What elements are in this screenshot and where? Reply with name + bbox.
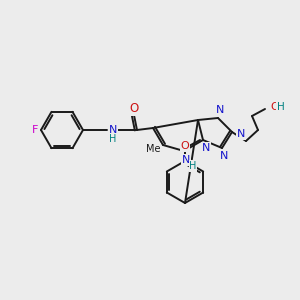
Text: N: N	[202, 143, 210, 153]
Text: N: N	[182, 155, 190, 165]
Text: H: H	[277, 102, 285, 112]
Text: N: N	[237, 129, 245, 139]
Text: H: H	[109, 134, 117, 144]
Text: N: N	[216, 105, 224, 115]
Text: O: O	[181, 141, 189, 151]
Text: O: O	[270, 102, 279, 112]
Text: O: O	[129, 103, 139, 116]
Text: Me: Me	[146, 144, 160, 154]
Text: N: N	[220, 151, 228, 161]
Text: H: H	[189, 161, 197, 171]
Text: F: F	[32, 125, 38, 135]
Text: N: N	[109, 125, 117, 135]
